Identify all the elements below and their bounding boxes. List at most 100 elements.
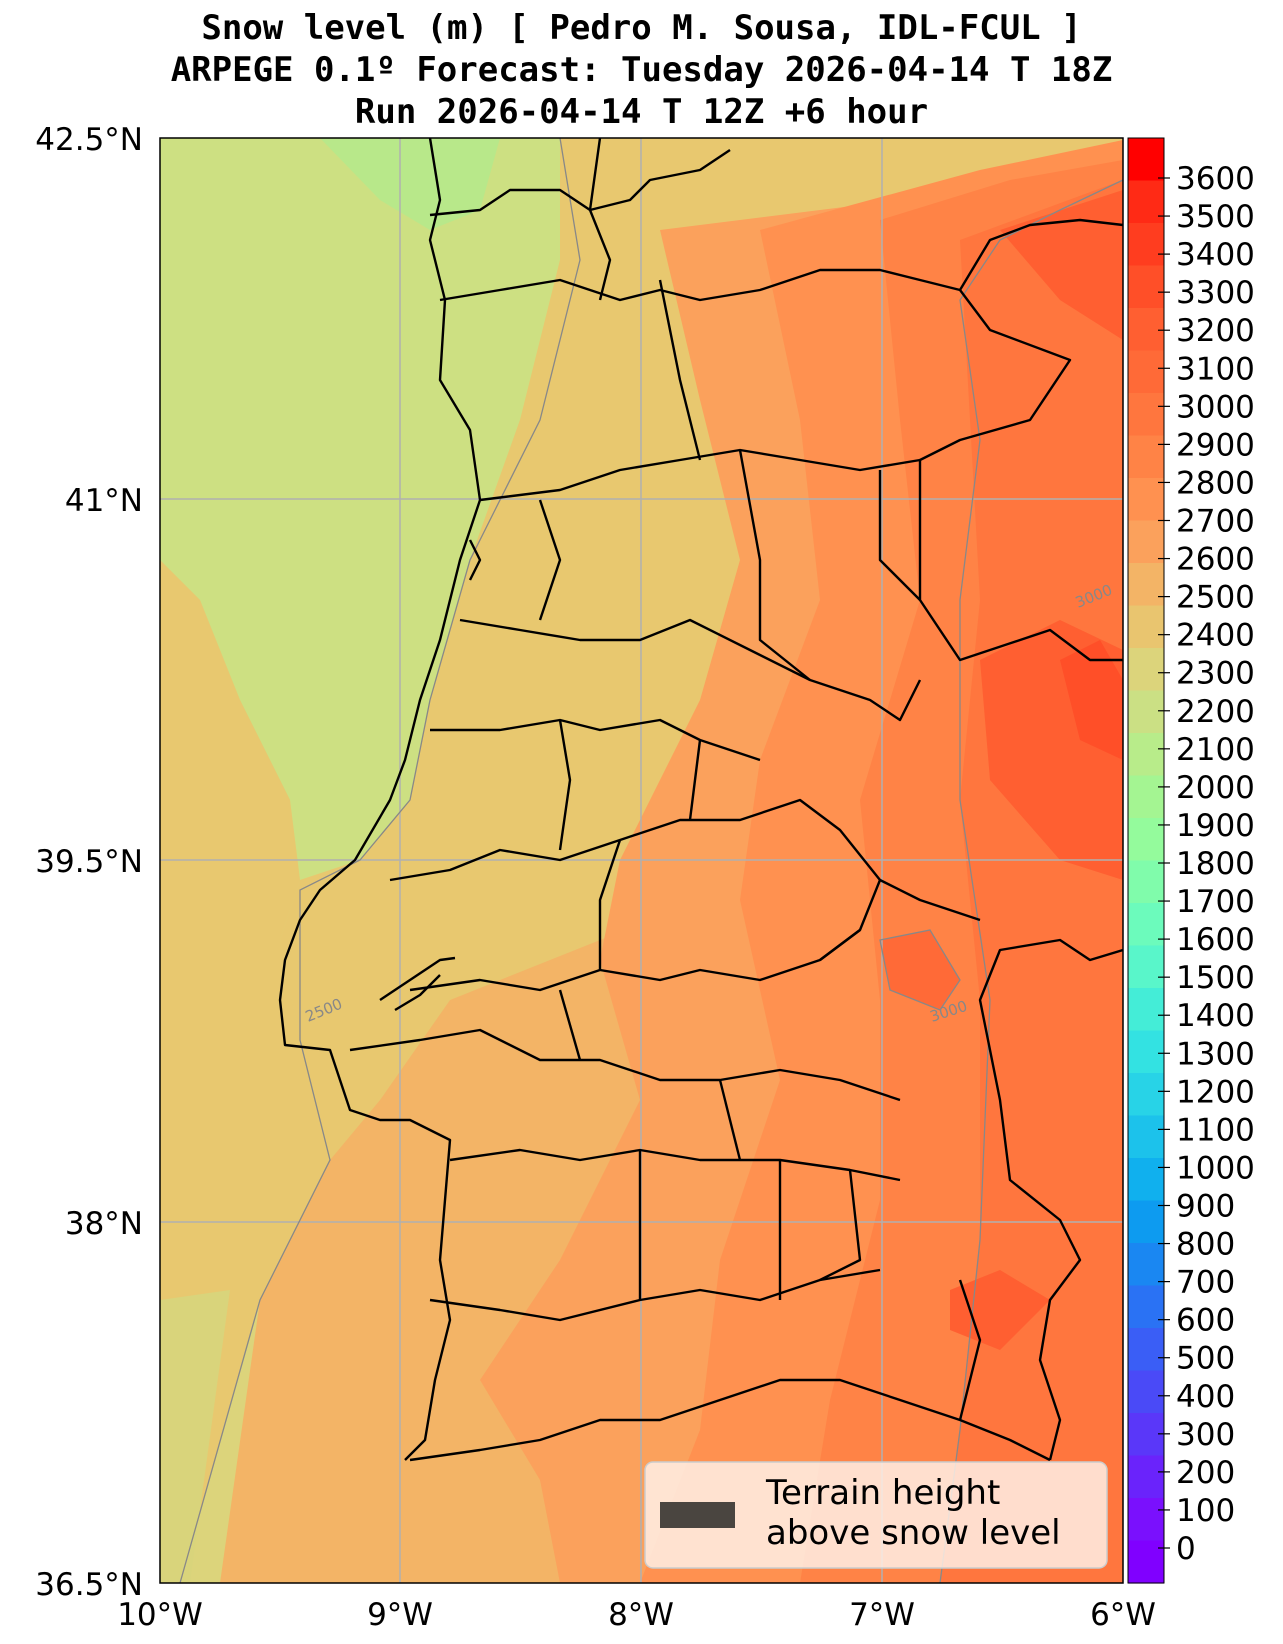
colorbar-label: 1700 (1176, 884, 1255, 920)
colorbar-label: 2700 (1176, 504, 1255, 540)
colorbar-segment (1128, 1455, 1164, 1499)
lat-label: 41°N (65, 483, 143, 519)
field-3100-patch (880, 930, 960, 1010)
colorbar-label: 3600 (1176, 161, 1255, 197)
colorbar-segment (1128, 350, 1164, 394)
lat-label: 38°N (65, 1206, 143, 1242)
legend-label-line1: Terrain height (765, 1473, 1000, 1513)
colorbar-segment (1128, 138, 1164, 182)
colorbar-label: 2500 (1176, 580, 1255, 616)
colorbar-segment (1128, 945, 1164, 989)
lon-label: 9°W (367, 1597, 433, 1633)
colorbar-segment (1128, 1540, 1164, 1584)
colorbar-segment (1128, 690, 1164, 734)
colorbar-frame (1127, 137, 1165, 1584)
field-3200-north (1000, 190, 1123, 340)
colorbar-label: 1500 (1176, 960, 1255, 996)
colorbar-segment (1128, 435, 1164, 479)
colorbar-segment (1128, 180, 1164, 224)
lat-labels: 42.5°N 41°N 39.5°N 38°N 36.5°N (35, 122, 143, 1603)
colorbar-label: 2100 (1176, 732, 1255, 768)
colorbar-segment (1128, 223, 1164, 267)
lat-label: 42.5°N (35, 122, 143, 158)
field-2200 (320, 138, 500, 230)
colorbar-segment (1128, 1413, 1164, 1457)
lat-label: 36.5°N (35, 1567, 143, 1603)
colorbar-label: 100 (1176, 1493, 1235, 1529)
colorbar-segment (1128, 1328, 1164, 1372)
legend-box (644, 1461, 1108, 1569)
colorbar-segment (1128, 1158, 1164, 1202)
colorbar-segment (1128, 478, 1164, 522)
colorbar-label: 2400 (1176, 618, 1255, 654)
field-2300 (160, 138, 560, 880)
colorbar-label: 700 (1176, 1265, 1235, 1301)
lat-label: 39.5°N (35, 844, 143, 880)
lon-label: 6°W (1090, 1597, 1156, 1633)
map-title-line2: ARPEGE 0.1º Forecast: Tuesday 2026-04-14… (170, 50, 1113, 90)
map-frame (159, 137, 1124, 1584)
colorbar-segment (1128, 605, 1164, 649)
colorbar-segment (1128, 1370, 1164, 1414)
colorbar-label: 2000 (1176, 770, 1255, 806)
colorbar-label: 2900 (1176, 427, 1255, 463)
colorbar-label: 1100 (1176, 1112, 1255, 1148)
colorbar-label: 2200 (1176, 694, 1255, 730)
lon-label: 8°W (608, 1597, 674, 1633)
lon-labels: 10°W 9°W 8°W 7°W 6°W (117, 1597, 1156, 1633)
colorbar-segment (1128, 308, 1164, 352)
map-title-line1: Snow level (m) [ Pedro M. Sousa, IDL-FCU… (201, 8, 1082, 48)
colorbar-segment (1128, 988, 1164, 1032)
colorbar-label: 600 (1176, 1303, 1235, 1339)
colorbar-segment (1128, 1115, 1164, 1159)
colorbar-label: 800 (1176, 1227, 1235, 1263)
colorbar-segment (1128, 648, 1164, 692)
colorbar-label: 1400 (1176, 998, 1255, 1034)
colorbar-label: 1800 (1176, 846, 1255, 882)
colorbar-segment (1128, 775, 1164, 819)
colorbar-segment (1128, 265, 1164, 309)
colorbar: 3600350034003300320031003000290028002700… (1127, 137, 1255, 1584)
colorbar-label: 3500 (1176, 199, 1255, 235)
gridlines (160, 138, 1123, 1583)
colorbar-segment (1128, 520, 1164, 564)
colorbar-label: 2800 (1176, 465, 1255, 501)
colorbar-segment (1128, 1200, 1164, 1244)
district-boundaries (278, 138, 1123, 1462)
colorbar-label: 1900 (1176, 808, 1255, 844)
colorbar-label: 3100 (1176, 351, 1255, 387)
colorbar-segment (1128, 1243, 1164, 1287)
colorbar-label: 1600 (1176, 922, 1255, 958)
colorbar-label: 500 (1176, 1341, 1235, 1377)
map-title-line3: Run 2026-04-14 T 12Z +6 hour (354, 92, 929, 132)
colorbar-label: 400 (1176, 1379, 1235, 1415)
colorbar-segment (1128, 733, 1164, 777)
field-3300-east (1060, 640, 1123, 760)
colorbar-label: 1200 (1176, 1074, 1255, 1110)
legend-swatch (660, 1502, 735, 1528)
field-3000 (940, 180, 1123, 1583)
colorbar-segment (1128, 1030, 1164, 1074)
colorbar-segment (1128, 1498, 1164, 1542)
colorbar-label: 3200 (1176, 313, 1255, 349)
legend: Terrain height above snow level (644, 1461, 1108, 1569)
colorbar-label: 3000 (1176, 389, 1255, 425)
colorbar-label: 1000 (1176, 1150, 1255, 1186)
colorbar-segment (1128, 860, 1164, 904)
colorbar-label: 300 (1176, 1417, 1235, 1453)
colorbar-label: 2600 (1176, 542, 1255, 578)
lon-label: 7°W (849, 1597, 915, 1633)
colorbar-label: 3300 (1176, 275, 1255, 311)
colorbar-label: 0 (1176, 1531, 1196, 1567)
colorbar-segment (1128, 1073, 1164, 1117)
colorbar-segment (1128, 1285, 1164, 1329)
legend-label-line2: above snow level (766, 1513, 1061, 1553)
colorbar-label: 900 (1176, 1189, 1235, 1225)
colorbar-segment (1128, 393, 1164, 437)
colorbar-segment (1128, 563, 1164, 607)
lon-label: 10°W (117, 1597, 203, 1633)
field-2400-sw (160, 1290, 230, 1583)
colorbar-label: 1300 (1176, 1036, 1255, 1072)
colorbar-label: 2300 (1176, 656, 1255, 692)
